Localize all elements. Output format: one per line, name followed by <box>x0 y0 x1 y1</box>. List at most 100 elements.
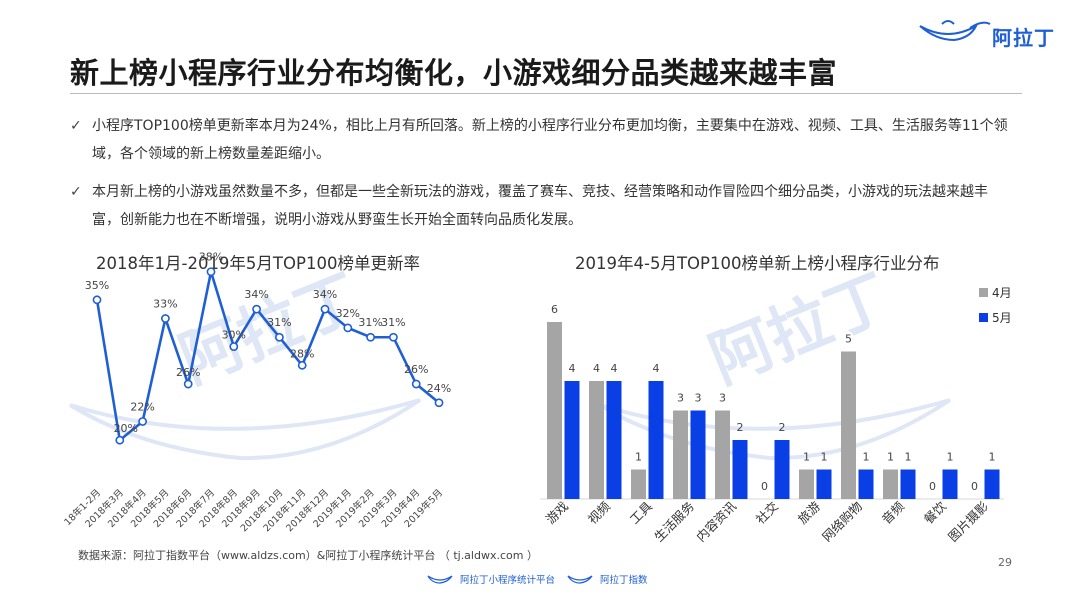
check-icon: ✓ <box>70 184 82 200</box>
data-label: 5 <box>845 333 852 346</box>
data-label: 32% <box>336 307 360 320</box>
data-point <box>229 342 239 351</box>
data-label: 20% <box>114 422 138 435</box>
data-point <box>92 295 102 305</box>
data-label: 4 <box>611 362 618 375</box>
bar <box>841 351 856 499</box>
bar <box>673 410 688 499</box>
legend-label: 5月 <box>992 311 1012 325</box>
x-tick-label: 游戏 <box>543 499 571 527</box>
data-label: 4 <box>569 362 576 375</box>
page-title: 新上榜小程序行业分布均衡化，小游戏细分品类越来越丰富 <box>70 56 838 90</box>
x-tick-label: 工具 <box>627 498 656 527</box>
page-number: 29 <box>998 556 1012 569</box>
data-label: 0 <box>929 480 936 493</box>
bullet-text: 本月新上榜的小游戏虽然数量不多，但都是一些全新玩法的游戏，覆盖了赛车、竞技、经营… <box>92 184 988 228</box>
data-label: 1 <box>635 451 642 464</box>
legend-swatch <box>979 288 988 297</box>
data-label: 1 <box>803 451 810 464</box>
data-label: 26% <box>176 366 200 379</box>
data-label: 22% <box>130 400 154 413</box>
x-tick-label: 网络购物 <box>819 499 865 545</box>
lamp-icon <box>919 20 991 42</box>
data-label: 31% <box>358 316 382 329</box>
legend-swatch <box>979 313 988 322</box>
bar <box>715 410 730 499</box>
x-tick-label: 图片摄影 <box>945 498 991 544</box>
bar-chart-title: 2019年4-5月TOP100榜单新上榜小程序行业分布 <box>575 254 940 273</box>
data-label: 35% <box>85 279 109 292</box>
data-point <box>206 267 216 277</box>
watermark-lamp-icon <box>68 398 422 461</box>
bar <box>942 469 958 499</box>
data-label: 4 <box>653 362 660 375</box>
bar <box>648 381 664 499</box>
line-chart-title: 2018年1月-2019年5月TOP100榜单更新率 <box>96 254 420 273</box>
data-label: 3 <box>719 392 726 405</box>
data-label: 4 <box>593 362 600 375</box>
data-label: 26% <box>404 363 428 376</box>
x-tick-label: 旅游 <box>795 498 824 527</box>
data-point <box>366 332 375 342</box>
data-point <box>411 379 421 389</box>
line-series <box>95 271 440 443</box>
data-label: 31% <box>267 316 291 329</box>
data-label: 2 <box>737 421 744 434</box>
data-point <box>274 332 284 342</box>
x-tick-label: 内容资讯 <box>693 498 739 544</box>
bullet-item: ✓ 小程序TOP100榜单更新率本月为24%，相比上月有所回落。新上榜的小程序行… <box>70 112 1010 168</box>
legend-label: 4月 <box>992 286 1012 300</box>
data-label: 0 <box>761 480 768 493</box>
data-label: 31% <box>381 316 405 329</box>
bullet-item: ✓ 本月新上榜的小游戏虽然数量不多，但都是一些全新玩法的游戏，覆盖了赛车、竞技、… <box>70 178 1010 234</box>
bar <box>858 469 874 499</box>
x-tick-label: 餐饮 <box>921 498 950 527</box>
footer-logos: 阿拉丁小程序统计平台 阿拉丁指数 <box>426 568 666 590</box>
brand-logo: 阿拉丁 <box>918 12 1068 52</box>
data-label: 1 <box>887 451 894 464</box>
bar <box>564 381 580 499</box>
data-point <box>138 417 147 426</box>
data-point <box>183 379 193 389</box>
data-label: 34% <box>313 288 337 301</box>
data-point <box>320 304 330 314</box>
data-label: 28% <box>290 347 314 360</box>
data-point <box>343 323 353 333</box>
data-label: 1 <box>863 451 870 464</box>
bar <box>589 381 604 499</box>
bar <box>547 322 562 499</box>
data-label: 6 <box>551 303 558 316</box>
check-icon: ✓ <box>70 118 82 134</box>
data-point <box>115 435 125 445</box>
data-label: 3 <box>677 392 684 405</box>
data-label: 2 <box>779 421 786 434</box>
data-point <box>434 398 444 408</box>
data-label: 1 <box>947 451 954 464</box>
watermark-text: 阿拉丁 <box>700 260 900 397</box>
brand-name: 阿拉丁 <box>992 26 1055 50</box>
bar <box>799 469 814 499</box>
bar <box>732 440 748 499</box>
bar <box>774 440 790 499</box>
x-tick-label: 音频 <box>879 498 908 527</box>
data-label: 1 <box>821 451 828 464</box>
x-tick-label: 生活服务 <box>651 499 697 545</box>
bar <box>984 469 1000 499</box>
data-label: 1 <box>905 451 912 464</box>
data-label: 1 <box>989 451 996 464</box>
data-label: 24% <box>427 382 451 395</box>
data-label: 33% <box>153 298 177 311</box>
bar <box>816 469 832 499</box>
bar <box>900 469 916 499</box>
bar <box>690 410 706 499</box>
data-label: 3 <box>695 392 702 405</box>
lamp-icon <box>427 575 593 584</box>
data-label: 34% <box>244 288 268 301</box>
data-label: 30% <box>222 329 246 342</box>
data-point <box>252 304 261 314</box>
bar <box>883 469 898 499</box>
data-point <box>297 360 307 370</box>
x-tick-label: 社交 <box>753 499 781 527</box>
title-divider <box>70 93 1022 94</box>
